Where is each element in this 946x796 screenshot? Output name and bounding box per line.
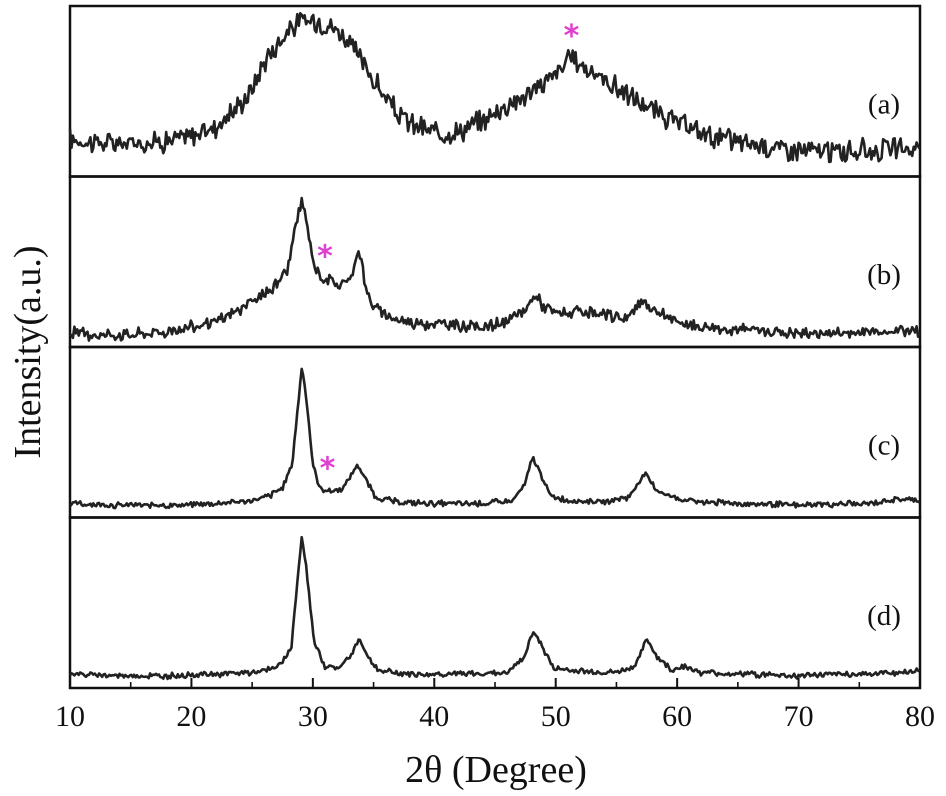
series-label: (c) [868, 429, 900, 461]
star-marker: * [564, 19, 580, 54]
x-axis-title: 2θ (Degree) [405, 749, 587, 791]
x-axis-ticks: 10 20 30 40 50 60 70 80 [55, 678, 935, 733]
x-tick-label: 30 [298, 700, 328, 733]
series-label: (d) [867, 600, 901, 632]
panel-4: (d) [68, 516, 922, 690]
x-tick-label: 40 [419, 700, 449, 733]
series-line-1 [68, 12, 921, 164]
star-marker: * [317, 239, 333, 274]
x-tick-label: 80 [905, 700, 935, 733]
series-line-4 [68, 535, 921, 681]
x-tick-label: 10 [55, 700, 85, 733]
panel-3: (c) * [68, 345, 922, 519]
series-label: (a) [868, 88, 900, 120]
series-line-3 [69, 367, 921, 510]
series-line-2 [69, 196, 921, 342]
panel-frame [68, 345, 922, 519]
panels: (a) * (b) * (c) * (d) [68, 4, 922, 690]
panel-1: (a) * [68, 4, 922, 178]
panel-2: (b) * [68, 175, 922, 349]
series-label: (b) [867, 259, 901, 291]
x-tick-label: 50 [541, 700, 571, 733]
x-tick-label: 20 [176, 700, 206, 733]
x-tick-label: 70 [784, 700, 814, 733]
y-axis-title: Intensity(a.u.) [7, 245, 49, 458]
panel-frame [68, 175, 922, 349]
x-tick-label: 60 [662, 700, 692, 733]
panel-frame [68, 516, 922, 690]
star-marker: * [320, 452, 336, 487]
